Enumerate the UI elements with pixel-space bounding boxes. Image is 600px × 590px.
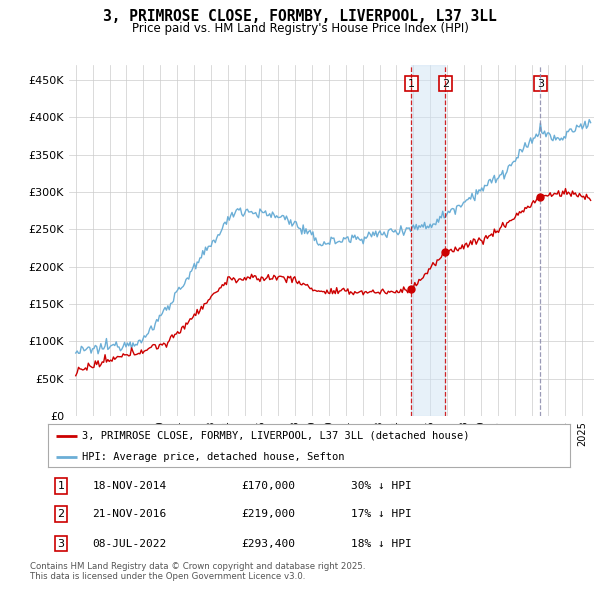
Text: 2: 2 [442, 78, 449, 88]
Text: 3, PRIMROSE CLOSE, FORMBY, LIVERPOOL, L37 3LL (detached house): 3, PRIMROSE CLOSE, FORMBY, LIVERPOOL, L3… [82, 431, 469, 441]
Text: 1: 1 [408, 78, 415, 88]
Text: 18% ↓ HPI: 18% ↓ HPI [351, 539, 412, 549]
Text: 30% ↓ HPI: 30% ↓ HPI [351, 481, 412, 491]
Bar [412, 65, 445, 416]
Text: HPI: Average price, detached house, Sefton: HPI: Average price, detached house, Seft… [82, 451, 344, 461]
Text: Contains HM Land Registry data © Crown copyright and database right 2025.
This d: Contains HM Land Registry data © Crown c… [30, 562, 365, 581]
Text: 3: 3 [58, 539, 65, 549]
Text: 3, PRIMROSE CLOSE, FORMBY, LIVERPOOL, L37 3LL: 3, PRIMROSE CLOSE, FORMBY, LIVERPOOL, L3… [103, 9, 497, 24]
Text: 18-NOV-2014: 18-NOV-2014 [92, 481, 167, 491]
Text: £170,000: £170,000 [241, 481, 295, 491]
Text: £219,000: £219,000 [241, 509, 295, 519]
Text: 3: 3 [537, 78, 544, 88]
Text: Price paid vs. HM Land Registry's House Price Index (HPI): Price paid vs. HM Land Registry's House … [131, 22, 469, 35]
Text: 17% ↓ HPI: 17% ↓ HPI [351, 509, 412, 519]
Text: £293,400: £293,400 [241, 539, 295, 549]
Text: 1: 1 [58, 481, 65, 491]
Text: 08-JUL-2022: 08-JUL-2022 [92, 539, 167, 549]
Text: 21-NOV-2016: 21-NOV-2016 [92, 509, 167, 519]
Text: 2: 2 [58, 509, 65, 519]
